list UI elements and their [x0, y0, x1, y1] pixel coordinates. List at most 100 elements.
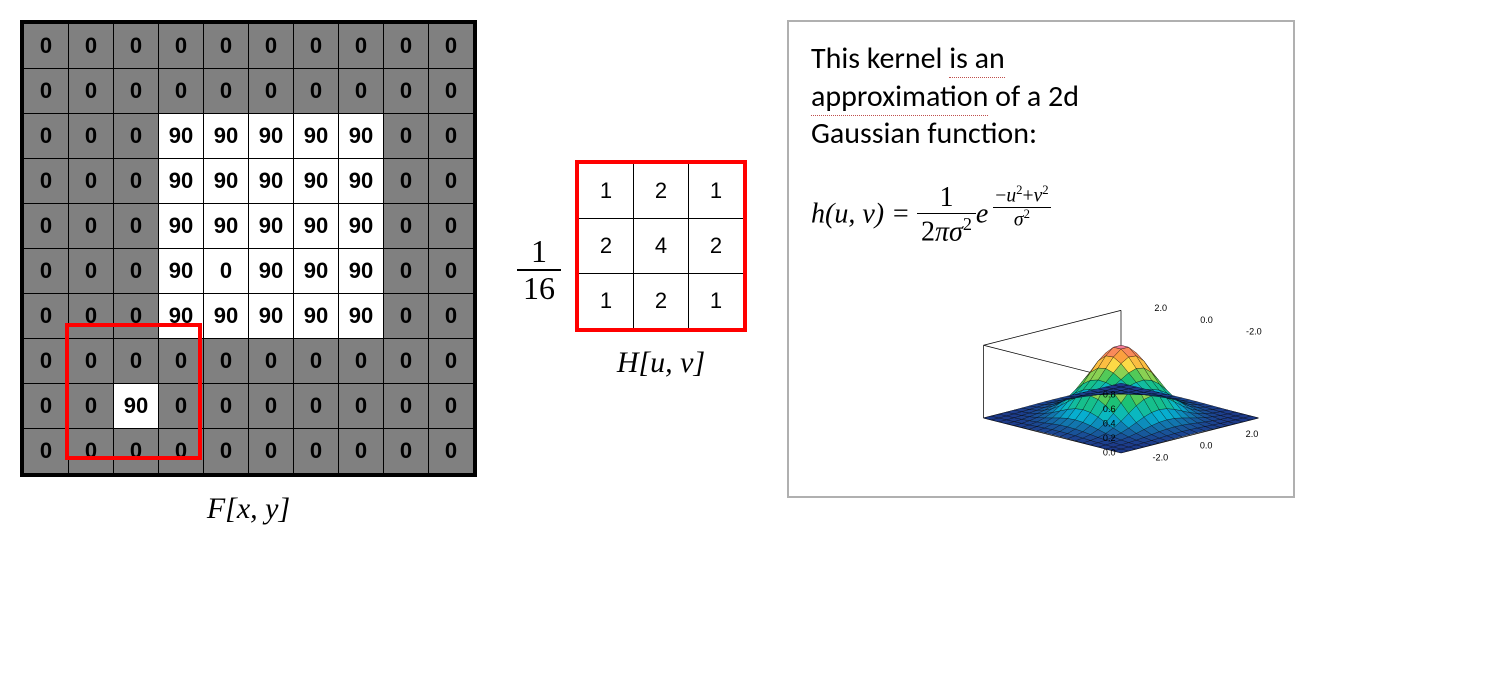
image-cell: 0 [22, 22, 69, 69]
image-cell: 0 [204, 69, 249, 114]
image-cell: 0 [429, 22, 476, 69]
image-cell: 0 [22, 159, 69, 204]
image-cell: 0 [114, 114, 159, 159]
svg-text:0.2: 0.2 [1103, 434, 1116, 444]
image-cell: 0 [204, 339, 249, 384]
image-cell: 0 [429, 249, 476, 294]
image-grid-block: 0000000000000000000000090909090900000090… [20, 20, 477, 526]
image-cell: 0 [339, 69, 384, 114]
image-cell: 0 [114, 294, 159, 339]
image-cell: 0 [159, 339, 204, 384]
image-cell: 90 [204, 159, 249, 204]
image-cell: 0 [204, 429, 249, 476]
svg-text:0.0: 0.0 [1200, 441, 1213, 451]
image-cell: 0 [69, 339, 114, 384]
image-cell: 90 [204, 204, 249, 249]
image-cell: 90 [339, 204, 384, 249]
image-cell: 90 [339, 294, 384, 339]
kernel-cell: 1 [577, 162, 634, 219]
image-cell: 0 [204, 249, 249, 294]
image-cell: 90 [294, 159, 339, 204]
image-cell: 0 [384, 114, 429, 159]
image-cell: 90 [249, 204, 294, 249]
image-cell: 0 [159, 429, 204, 476]
image-cell: 0 [22, 294, 69, 339]
kernel-cell: 1 [689, 162, 746, 219]
image-cell: 90 [339, 114, 384, 159]
image-cell: 90 [249, 159, 294, 204]
image-cell: 0 [249, 22, 294, 69]
image-cell: 0 [294, 22, 339, 69]
svg-text:2.0: 2.0 [1154, 304, 1167, 314]
image-cell: 0 [429, 159, 476, 204]
kernel-cell: 1 [577, 274, 634, 331]
image-cell: 0 [294, 429, 339, 476]
image-grid: 0000000000000000000000090909090900000090… [20, 20, 477, 477]
image-cell: 90 [249, 294, 294, 339]
image-cell: 0 [114, 249, 159, 294]
image-cell: 0 [384, 339, 429, 384]
image-grid-wrap: 0000000000000000000000090909090900000090… [20, 20, 477, 477]
image-cell: 0 [69, 249, 114, 294]
image-cell: 0 [22, 69, 69, 114]
image-cell: 0 [384, 69, 429, 114]
image-cell: 90 [204, 294, 249, 339]
image-cell: 0 [294, 384, 339, 429]
image-cell: 0 [429, 69, 476, 114]
gaussian-surface-wrap: 0.00.20.40.60.8-2.00.02.0-2.00.02.0 [811, 268, 1271, 478]
svg-text:0.4: 0.4 [1103, 419, 1116, 429]
image-cell: 0 [22, 249, 69, 294]
image-cell: 0 [384, 294, 429, 339]
image-cell: 0 [204, 384, 249, 429]
image-cell: 0 [429, 114, 476, 159]
kernel-label: H[u, v] [617, 346, 705, 380]
svg-text:2.0: 2.0 [1246, 429, 1259, 439]
image-grid-label: F[x, y] [20, 492, 477, 526]
image-cell: 0 [69, 114, 114, 159]
image-cell: 90 [294, 249, 339, 294]
image-cell: 0 [384, 204, 429, 249]
image-cell: 0 [384, 429, 429, 476]
image-cell: 90 [159, 204, 204, 249]
image-cell: 0 [159, 22, 204, 69]
image-cell: 0 [429, 429, 476, 476]
image-cell: 0 [204, 22, 249, 69]
image-cell: 90 [339, 159, 384, 204]
image-cell: 0 [69, 204, 114, 249]
image-cell: 0 [22, 429, 69, 476]
image-cell: 0 [339, 22, 384, 69]
image-cell: 90 [339, 249, 384, 294]
image-cell: 0 [114, 204, 159, 249]
image-cell: 0 [22, 114, 69, 159]
image-cell: 0 [429, 339, 476, 384]
svg-text:0.0: 0.0 [1103, 448, 1116, 458]
image-cell: 0 [249, 339, 294, 384]
image-cell: 0 [339, 384, 384, 429]
image-cell: 90 [294, 114, 339, 159]
image-cell: 0 [384, 22, 429, 69]
image-cell: 0 [249, 384, 294, 429]
kernel-cell: 1 [689, 274, 746, 331]
image-cell: 90 [249, 249, 294, 294]
image-cell: 0 [69, 384, 114, 429]
gaussian-formula: h(u, v) = 1 2πσ2 e −u2+v2 σ2 [811, 183, 1271, 249]
image-cell: 0 [114, 22, 159, 69]
kernel-block: 1 16 121242121 H[u, v] [517, 160, 747, 380]
kernel-cell: 2 [634, 162, 689, 219]
image-cell: 0 [22, 384, 69, 429]
svg-text:0.0: 0.0 [1200, 315, 1213, 325]
image-cell: 0 [114, 429, 159, 476]
image-cell: 90 [159, 294, 204, 339]
image-cell: 0 [339, 429, 384, 476]
image-cell: 0 [429, 384, 476, 429]
image-cell: 90 [159, 249, 204, 294]
info-text: This kernel is an approximation of a 2d … [811, 40, 1271, 153]
image-cell: 0 [69, 22, 114, 69]
kernel-grid: 121242121 [575, 160, 747, 332]
image-cell: 0 [69, 429, 114, 476]
image-cell: 0 [384, 249, 429, 294]
kernel-cell: 2 [577, 219, 634, 274]
kernel-cell: 2 [634, 274, 689, 331]
gaussian-info-box: This kernel is an approximation of a 2d … [787, 20, 1295, 498]
image-cell: 90 [114, 384, 159, 429]
